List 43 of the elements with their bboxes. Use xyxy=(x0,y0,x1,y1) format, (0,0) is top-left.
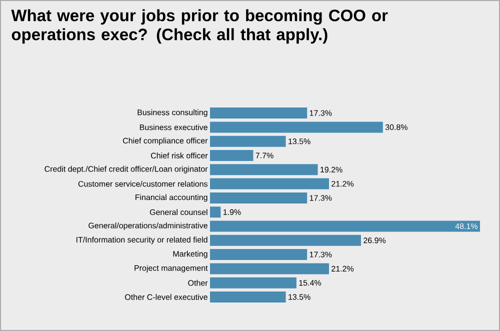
y-tick-label: General counsel xyxy=(150,209,208,216)
bar xyxy=(210,277,296,288)
data-label: 17.3% xyxy=(310,195,332,201)
bar xyxy=(210,108,308,119)
data-label: 26.9% xyxy=(364,238,386,244)
y-tick-label: Business executive xyxy=(140,124,208,130)
bar xyxy=(210,263,329,274)
data-label: 17.3% xyxy=(310,252,332,258)
y-tick-label: Financial accounting xyxy=(136,194,208,202)
data-label: 13.5% xyxy=(288,294,310,300)
bar xyxy=(210,164,318,176)
bar xyxy=(210,291,286,302)
y-tick-label: Business consulting xyxy=(138,109,208,117)
bar xyxy=(210,206,221,218)
data-label: 21.2% xyxy=(332,266,354,272)
data-label: 1.9% xyxy=(223,209,241,215)
data-label: 30.8% xyxy=(385,124,408,130)
y-tick-label: General/operations/administrative xyxy=(88,222,208,230)
y-tick-label: Chief risk officer xyxy=(151,152,208,158)
y-tick-label: Marketing xyxy=(173,250,208,258)
bar xyxy=(210,234,361,246)
y-tick-label: Credit dept./Chief credit officer/Loan originator xyxy=(44,166,208,174)
bar xyxy=(210,150,254,161)
data-label: 48.1% xyxy=(455,223,478,230)
bar xyxy=(210,136,286,147)
data-label: 19.2% xyxy=(320,166,342,172)
bar xyxy=(210,192,308,204)
bar xyxy=(210,122,383,133)
y-tick-label: Customer service/customer relations xyxy=(78,180,208,187)
data-label: 13.5% xyxy=(288,138,310,144)
bar xyxy=(210,178,329,190)
data-label: 15.4% xyxy=(299,280,322,286)
data-label: 21.2% xyxy=(332,180,354,187)
chart-title: What were your jobs prior to becoming COO or operations exec? (Check all that apply.) xyxy=(11,9,388,44)
data-label: 7.7% xyxy=(256,152,274,158)
bar xyxy=(210,220,480,232)
y-tick-label: IT/Information security or related field xyxy=(76,236,208,244)
y-tick-label: Other xyxy=(188,280,208,286)
y-tick-label: Project management xyxy=(134,264,208,272)
y-tick-label: Chief compliance officer xyxy=(122,138,208,146)
y-tick-label: Other C-level executive xyxy=(125,294,208,300)
bar xyxy=(210,249,308,260)
data-label: 17.3% xyxy=(310,110,332,116)
